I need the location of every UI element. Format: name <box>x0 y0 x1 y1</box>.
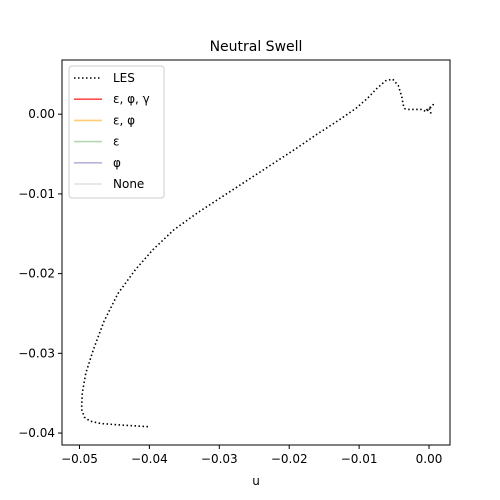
y-tick-label: −0.01 <box>18 187 55 201</box>
x-tick-label: −0.05 <box>61 452 98 466</box>
chart-title: Neutral Swell <box>210 39 303 55</box>
legend-label: ε, φ, γ <box>113 92 150 106</box>
legend-label: φ <box>113 156 121 170</box>
y-tick-label: −0.02 <box>18 267 55 281</box>
legend-label: ε, φ <box>113 113 135 127</box>
x-axis-label: u <box>252 474 260 488</box>
legend: LES ε, φ, γ ε, φ εφ None <box>69 66 164 198</box>
x-tick-label: −0.03 <box>201 452 238 466</box>
legend-label: LES <box>113 71 135 85</box>
y-tick-label: −0.03 <box>18 346 55 360</box>
x-axis: −0.05 −0.04 −0.03 −0.02 −0.01 0.00 <box>61 445 442 466</box>
legend-label: ε <box>113 135 120 149</box>
x-tick-label: −0.01 <box>341 452 378 466</box>
legend-label: None <box>113 177 144 191</box>
y-tick-label: −0.04 <box>18 426 55 440</box>
x-tick-label: −0.02 <box>271 452 308 466</box>
x-tick-label: −0.04 <box>131 452 168 466</box>
y-axis: 0.00 −0.01 −0.02 −0.03 −0.04 <box>18 107 62 440</box>
y-tick-label: 0.00 <box>28 107 55 121</box>
x-tick-label: 0.00 <box>416 452 443 466</box>
